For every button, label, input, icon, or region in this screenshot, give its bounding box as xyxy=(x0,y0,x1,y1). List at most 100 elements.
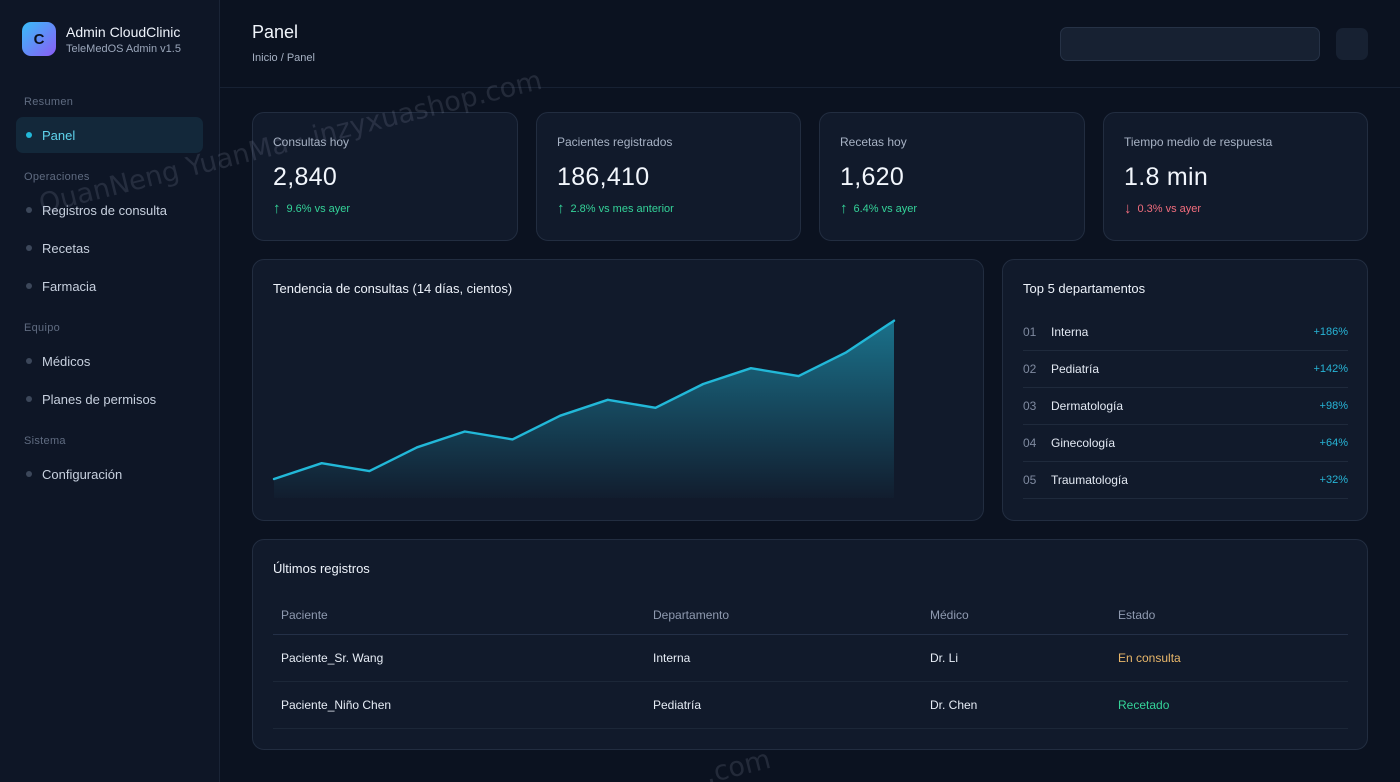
column-header-medico[interactable]: Médico xyxy=(930,608,969,622)
sidebar-item-label: Planes de permisos xyxy=(42,391,157,407)
active-dot-icon xyxy=(26,132,32,138)
stat-value: 1,620 xyxy=(840,163,905,191)
stat-card-consultas: Consultas hoy 2,840 ↑ 9.6% vs ayer xyxy=(252,112,518,241)
brand-logo: C xyxy=(22,22,56,56)
stat-value: 1.8 min xyxy=(1124,163,1209,191)
records-title: Últimos registros xyxy=(273,561,370,576)
sidebar-item-label: Médicos xyxy=(42,353,91,369)
department-rank: 01 xyxy=(1023,325,1037,339)
arrow-down-icon: ↓ xyxy=(1124,200,1132,217)
stat-card-recetas: Recetas hoy 1,620 ↑ 6.4% vs ayer xyxy=(819,112,1085,241)
dot-icon xyxy=(26,207,32,213)
records-card: Últimos registros Paciente Departamento … xyxy=(252,539,1368,750)
chart-point-9 xyxy=(654,406,657,409)
column-header-paciente[interactable]: Paciente xyxy=(281,608,328,622)
department-value: +64% xyxy=(1319,437,1348,449)
section-label-equipo: Equipo xyxy=(24,322,61,334)
search-box[interactable] xyxy=(1060,27,1320,61)
cell-department: Pediatría xyxy=(653,698,702,712)
stat-label: Consultas hoy xyxy=(273,135,350,149)
departments-card: Top 5 departamentos 01 Interna +186% 02 … xyxy=(1002,259,1368,521)
departments-title: Top 5 departamentos xyxy=(1023,281,1146,296)
breadcrumb[interactable]: Inicio / Panel xyxy=(252,52,315,64)
sidebar-item-panel[interactable]: Panel xyxy=(16,117,203,153)
stat-value: 186,410 xyxy=(557,163,650,191)
stat-delta-text: 0.3% vs ayer xyxy=(1137,203,1202,215)
cell-doctor: Dr. Chen xyxy=(930,698,978,712)
dot-icon xyxy=(26,471,32,477)
cell-patient: Paciente_Sr. Wang xyxy=(281,651,384,665)
sidebar-item-configuracion[interactable]: Configuración xyxy=(16,456,203,492)
department-name: Ginecología xyxy=(1051,436,1116,450)
stat-delta: ↑ 9.6% vs ayer xyxy=(273,200,351,217)
stat-label: Tiempo medio de respuesta xyxy=(1124,135,1273,149)
department-rank: 03 xyxy=(1023,399,1037,413)
stat-delta-text: 2.8% vs mes anterior xyxy=(570,203,674,215)
sidebar-item-farmacia[interactable]: Farmacia xyxy=(16,268,203,304)
department-name: Interna xyxy=(1051,325,1089,339)
department-row[interactable]: 01 Interna +186% xyxy=(1023,314,1348,351)
stat-value: 2,840 xyxy=(273,163,338,191)
section-label-resumen: Resumen xyxy=(24,96,74,108)
department-row[interactable]: 05 Traumatología +32% xyxy=(1023,462,1348,499)
column-header-estado[interactable]: Estado xyxy=(1118,608,1156,622)
stat-delta: ↑ 2.8% vs mes anterior xyxy=(557,200,674,217)
chart-point-12 xyxy=(797,375,800,378)
department-rank: 02 xyxy=(1023,362,1037,376)
arrow-up-icon: ↑ xyxy=(840,200,848,217)
dot-icon xyxy=(26,283,32,289)
stat-label: Recetas hoy xyxy=(840,135,907,149)
dot-icon xyxy=(26,358,32,364)
header-action-button[interactable] xyxy=(1336,28,1368,60)
trend-chart-card: Tendencia de consultas (14 días, cientos… xyxy=(252,259,984,521)
search-input[interactable] xyxy=(1061,28,1319,60)
sidebar-item-registros[interactable]: Registros de consulta xyxy=(16,192,203,228)
department-row[interactable]: 02 Pediatría +142% xyxy=(1023,351,1348,388)
sidebar-item-recetas[interactable]: Recetas xyxy=(16,230,203,266)
chart-point-6 xyxy=(511,438,514,441)
sidebar-item-medicos[interactable]: Médicos xyxy=(16,343,203,379)
department-rank: 04 xyxy=(1023,436,1037,450)
section-label-operaciones: Operaciones xyxy=(24,171,90,183)
department-row[interactable]: 03 Dermatología +98% xyxy=(1023,388,1348,425)
department-rank: 05 xyxy=(1023,473,1037,487)
arrow-up-icon: ↑ xyxy=(273,200,281,217)
department-value: +186% xyxy=(1313,326,1348,338)
chart-point-5 xyxy=(463,430,466,433)
department-row[interactable]: 04 Ginecología +64% xyxy=(1023,425,1348,462)
department-name: Pediatría xyxy=(1051,362,1100,376)
brand[interactable]: C Admin CloudClinic TeleMedOS Admin v1.5 xyxy=(22,22,181,56)
stat-delta-text: 6.4% vs ayer xyxy=(853,203,918,215)
dot-icon xyxy=(26,396,32,402)
department-name: Traumatología xyxy=(1051,473,1128,487)
chart-point-7 xyxy=(559,414,562,417)
column-header-departamento[interactable]: Departamento xyxy=(653,608,730,622)
chart-point-10 xyxy=(702,383,705,385)
table-row[interactable]: Paciente_Niño Chen Pediatría Dr. Chen Re… xyxy=(273,682,1348,729)
sidebar-item-label: Configuración xyxy=(42,466,123,482)
chart-area-fill xyxy=(274,320,894,498)
stat-card-tiempo: Tiempo medio de respuesta 1.8 min ↓ 0.3%… xyxy=(1103,112,1368,241)
department-value: +142% xyxy=(1313,363,1348,375)
table-row[interactable]: Paciente_Sr. Wang Interna Dr. Li En cons… xyxy=(273,635,1348,682)
brand-title: Admin CloudClinic xyxy=(66,23,181,40)
chart-point-1 xyxy=(273,478,275,480)
status-badge: En consulta xyxy=(1118,651,1181,665)
sidebar: C Admin CloudClinic TeleMedOS Admin v1.5… xyxy=(0,0,220,782)
cell-patient: Paciente_Niño Chen xyxy=(281,698,392,712)
stat-card-pacientes: Pacientes registrados 186,410 ↑ 2.8% vs … xyxy=(536,112,801,241)
stat-delta: ↑ 6.4% vs ayer xyxy=(840,200,918,217)
chart-point-14 xyxy=(893,319,895,322)
trend-chart xyxy=(272,319,896,498)
chart-point-2 xyxy=(320,462,323,465)
sidebar-item-label: Recetas xyxy=(42,240,90,256)
chart-point-8 xyxy=(606,398,609,401)
stat-delta-text: 9.6% vs ayer xyxy=(286,203,351,215)
chart-point-4 xyxy=(416,446,419,449)
sidebar-item-permisos[interactable]: Planes de permisos xyxy=(16,381,203,417)
page-title: Panel xyxy=(252,22,299,42)
section-label-sistema: Sistema xyxy=(24,435,66,447)
sidebar-item-label: Farmacia xyxy=(42,278,97,294)
arrow-up-icon: ↑ xyxy=(557,200,565,217)
chart-title: Tendencia de consultas (14 días, cientos… xyxy=(273,281,513,296)
